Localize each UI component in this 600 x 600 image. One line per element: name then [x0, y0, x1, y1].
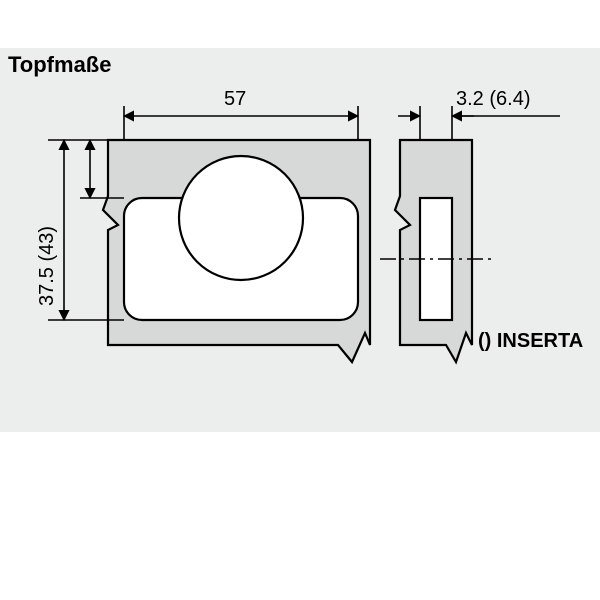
label-height: 37.5 (43) — [36, 226, 59, 306]
front-circle — [179, 156, 303, 280]
label-depth: 3.2 (6.4) — [456, 88, 530, 111]
dimension-depth — [398, 106, 560, 140]
dimension-width — [124, 106, 358, 140]
side-view — [395, 140, 472, 362]
label-width: 57 — [224, 88, 246, 111]
front-view — [103, 140, 370, 362]
label-inserta: () INSERTA — [478, 330, 583, 353]
